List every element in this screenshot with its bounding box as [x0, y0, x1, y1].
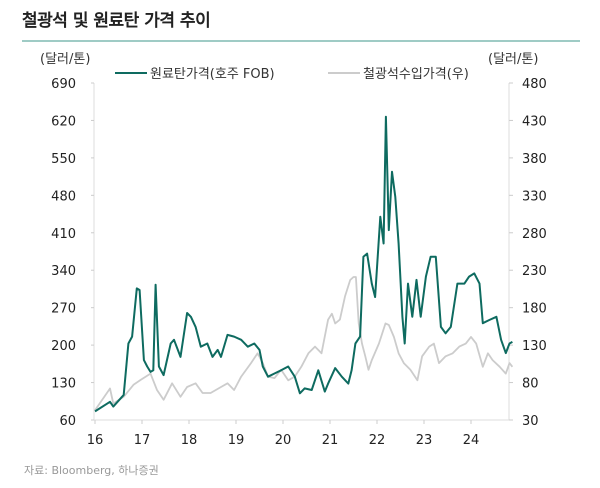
left-tick-label: 200	[51, 339, 76, 354]
source-note: 자료: Bloomberg, 하나증권	[24, 464, 159, 477]
x-tick-label: 20	[275, 433, 292, 448]
right-tick-label: 380	[522, 152, 547, 167]
left-tick-label: 550	[51, 152, 76, 167]
x-tick-label: 19	[228, 433, 245, 448]
x-tick-label: 22	[369, 433, 386, 448]
legend-swatch-coking-coal	[115, 71, 147, 74]
legend-item-iron-ore: 철광석수입가격(우)	[328, 63, 469, 82]
right-tick-label: 80	[522, 377, 539, 392]
x-tick-label: 23	[416, 433, 433, 448]
right-axis-unit: (달러/톤)	[488, 52, 539, 67]
right-tick-label: 130	[522, 339, 547, 354]
x-tick-label: 17	[134, 433, 151, 448]
right-tick-label: 430	[522, 114, 547, 129]
series-line-iron-ore	[94, 276, 514, 411]
right-tick-label: 180	[522, 302, 547, 317]
legend-swatch-iron-ore	[328, 71, 360, 74]
x-tick-label: 21	[322, 433, 339, 448]
left-tick-label: 410	[51, 227, 76, 242]
legend-label-coking-coal: 원료탄가격(호주 FOB)	[150, 67, 275, 82]
x-tick-label: 24	[463, 433, 480, 448]
chart-title: 철광석 및 원료탄 가격 추이	[22, 11, 211, 31]
legend-label-iron-ore: 철광석수입가격(우)	[363, 67, 469, 82]
title-divider	[22, 40, 580, 42]
left-tick-label: 620	[51, 114, 76, 129]
right-tick-label: 480	[522, 77, 547, 92]
left-tick-label: 130	[51, 377, 76, 392]
left-tick-label: 60	[59, 414, 76, 429]
legend-item-coking-coal: 원료탄가격(호주 FOB)	[115, 63, 275, 82]
left-tick-label: 340	[51, 264, 76, 279]
right-tick-label: 230	[522, 264, 547, 279]
left-tick-label: 270	[51, 302, 76, 317]
series-line-coking-coal	[94, 115, 513, 413]
right-tick-label: 330	[522, 189, 547, 204]
x-tick-label: 16	[87, 433, 104, 448]
left-tick-label: 480	[51, 189, 76, 204]
right-tick-label: 280	[522, 227, 547, 242]
right-tick-label: 30	[522, 414, 539, 429]
left-axis-unit: (달러/톤)	[40, 52, 91, 67]
left-tick-label: 690	[51, 77, 76, 92]
x-tick-label: 18	[181, 433, 198, 448]
